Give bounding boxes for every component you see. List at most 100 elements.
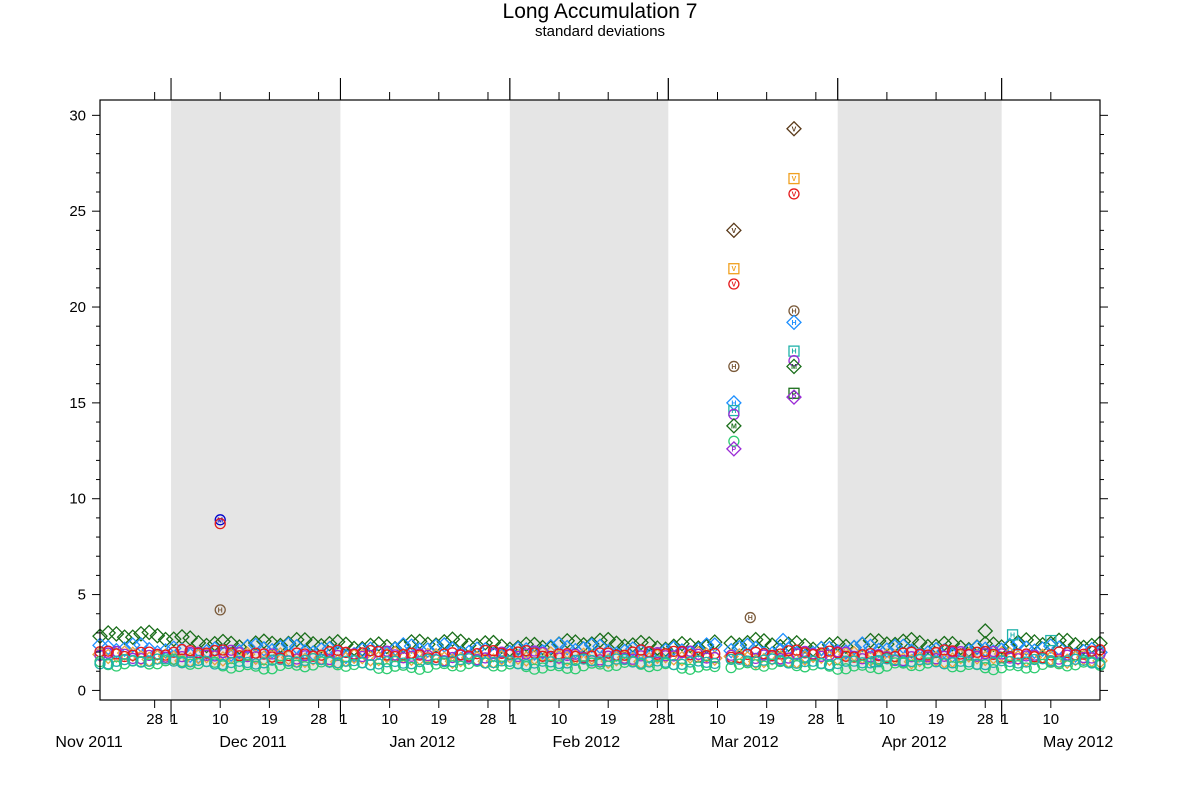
circle-mark [823,645,836,657]
circle-mark [176,643,188,656]
outlier-point: P [788,387,800,399]
series-point [438,656,450,668]
circle-mark [979,645,991,658]
series-point [665,640,682,657]
circle-mark [209,658,221,670]
series-point [668,658,680,671]
series-point [176,643,188,656]
diamond-mark [756,632,772,649]
circle-mark [487,660,500,672]
circle-mark [602,647,614,659]
series-point [684,663,696,675]
series-point [987,663,1000,676]
series-point [922,653,934,666]
circle-mark [955,655,967,667]
series-point [545,650,557,662]
series-point [815,657,827,669]
series-point [414,655,426,668]
circle-mark [1086,645,1098,657]
series-point [944,635,961,652]
series-point [1026,643,1043,660]
outlier-point: H [788,345,800,357]
diamond-mark [419,642,436,658]
circle-mark [791,644,803,656]
circle-mark [536,662,549,674]
diamond-mark [256,633,272,650]
circle-mark [192,658,205,670]
circle-mark [446,655,459,668]
circle-mark [405,658,418,670]
series-point [756,632,772,649]
series-point [258,663,270,675]
series-point [651,648,664,660]
circle-mark [561,662,573,674]
series-point [936,635,953,652]
series-point [256,633,272,650]
circle-mark [479,644,491,657]
series-point [528,657,541,669]
series-point [1086,657,1098,669]
circle-mark [118,653,131,666]
circle-mark [881,653,893,665]
circle-mark [758,647,770,660]
series-point [250,658,262,670]
series-point [200,655,213,668]
series-point [364,644,377,657]
series-point [477,634,494,651]
series-point [127,654,139,667]
series-point [479,644,491,657]
series-point [192,654,205,666]
circle-mark [200,655,213,668]
series-point [414,663,426,675]
series-point [340,655,352,667]
series-point [938,644,950,656]
circle-mark [127,654,139,667]
y-tick-label: 15 [69,395,86,412]
series-point [116,641,133,658]
series-point [987,656,1000,669]
series-point [110,660,123,672]
series-point [299,654,311,667]
series-point [110,655,123,667]
circle-mark [955,648,967,660]
circle-mark [504,655,516,667]
circle-mark [430,654,442,666]
circle-mark [405,650,418,662]
circle-mark [512,658,524,670]
circle-mark [561,657,573,669]
outlier-point [214,517,226,530]
series-point [116,629,133,646]
series-point [668,645,680,658]
diamond-mark [133,636,149,653]
series-point [282,655,295,667]
circle-mark [455,653,467,666]
diamond-mark [1026,634,1043,650]
diamond-mark [641,635,658,652]
series-point [200,647,213,659]
series-point [291,656,303,668]
series-point [307,653,319,665]
series-point [971,650,983,662]
series-point [495,655,508,667]
series-point [143,655,155,667]
series-point [159,653,172,665]
circle-mark [389,655,401,668]
x-tick-label: 1 [837,711,845,728]
circle-mark [741,648,754,661]
circle-mark [963,656,975,668]
circle-mark [1012,648,1024,660]
circle-mark [728,278,740,290]
series-point [823,659,836,671]
circle-mark [364,658,377,671]
circle-mark [528,657,541,669]
outlier-point: M [725,417,742,434]
circle-mark [364,644,377,657]
series-point [799,647,811,659]
diamond-mark [428,638,444,655]
series-point [102,645,114,657]
series-point [545,656,557,668]
circle-mark [1069,653,1082,665]
outlier-point: H [744,611,756,624]
circle-mark [110,655,123,667]
